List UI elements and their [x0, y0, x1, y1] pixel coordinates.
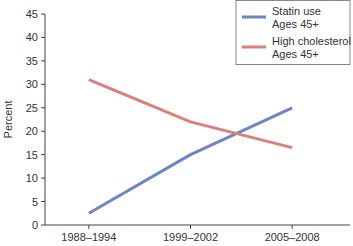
chart-svg: 0 5 10 15 20 25 30 35 40 45 1988–1994 1999–2002 2005…	[0, 0, 353, 246]
y-tick-label: 45	[26, 8, 38, 20]
y-tick	[41, 178, 45, 179]
legend-label: Statin useAges 45+	[272, 5, 321, 30]
y-tick	[41, 37, 45, 38]
series-line	[89, 80, 292, 148]
y-tick-label: 15	[26, 149, 38, 161]
y-tick-label: 20	[26, 125, 38, 137]
x-tick	[190, 225, 191, 229]
x-tick-label: 1988–1994	[61, 231, 116, 243]
y-tick	[41, 60, 45, 61]
y-tick-label: 40	[26, 31, 38, 43]
y-tick	[41, 14, 45, 15]
y-axis-line	[45, 14, 46, 225]
x-tick	[292, 225, 293, 229]
y-tick-label: 0	[32, 219, 38, 231]
y-tick-label: 5	[32, 196, 38, 208]
x-tick	[88, 225, 89, 229]
y-tick	[41, 84, 45, 85]
series-line	[89, 108, 292, 213]
legend-box	[236, 1, 350, 65]
y-tick	[41, 131, 45, 132]
y-tick-label: 35	[26, 55, 38, 67]
plot-data	[89, 80, 292, 214]
chart-container: 0 5 10 15 20 25 30 35 40 45 1988–1994 1999–2002 2005…	[0, 0, 353, 246]
y-tick-label: 30	[26, 78, 38, 90]
legend: Statin useAges 45+ High cholesterolAges 4…	[236, 1, 351, 65]
legend-swatch	[242, 46, 266, 49]
y-tick-label: 10	[26, 172, 38, 184]
x-tick-label: 1999–2002	[163, 231, 218, 243]
y-tick	[41, 201, 45, 202]
legend-label: High cholesterolAges 45+	[272, 35, 351, 60]
x-tick-label: 2005–2008	[265, 231, 320, 243]
y-tick	[41, 225, 45, 226]
y-tick-label: 25	[26, 102, 38, 114]
legend-swatch	[242, 16, 266, 19]
y-axis-label: Percent	[2, 101, 14, 139]
x-axis-line	[45, 225, 350, 226]
y-tick	[41, 107, 45, 108]
y-tick	[41, 154, 45, 155]
